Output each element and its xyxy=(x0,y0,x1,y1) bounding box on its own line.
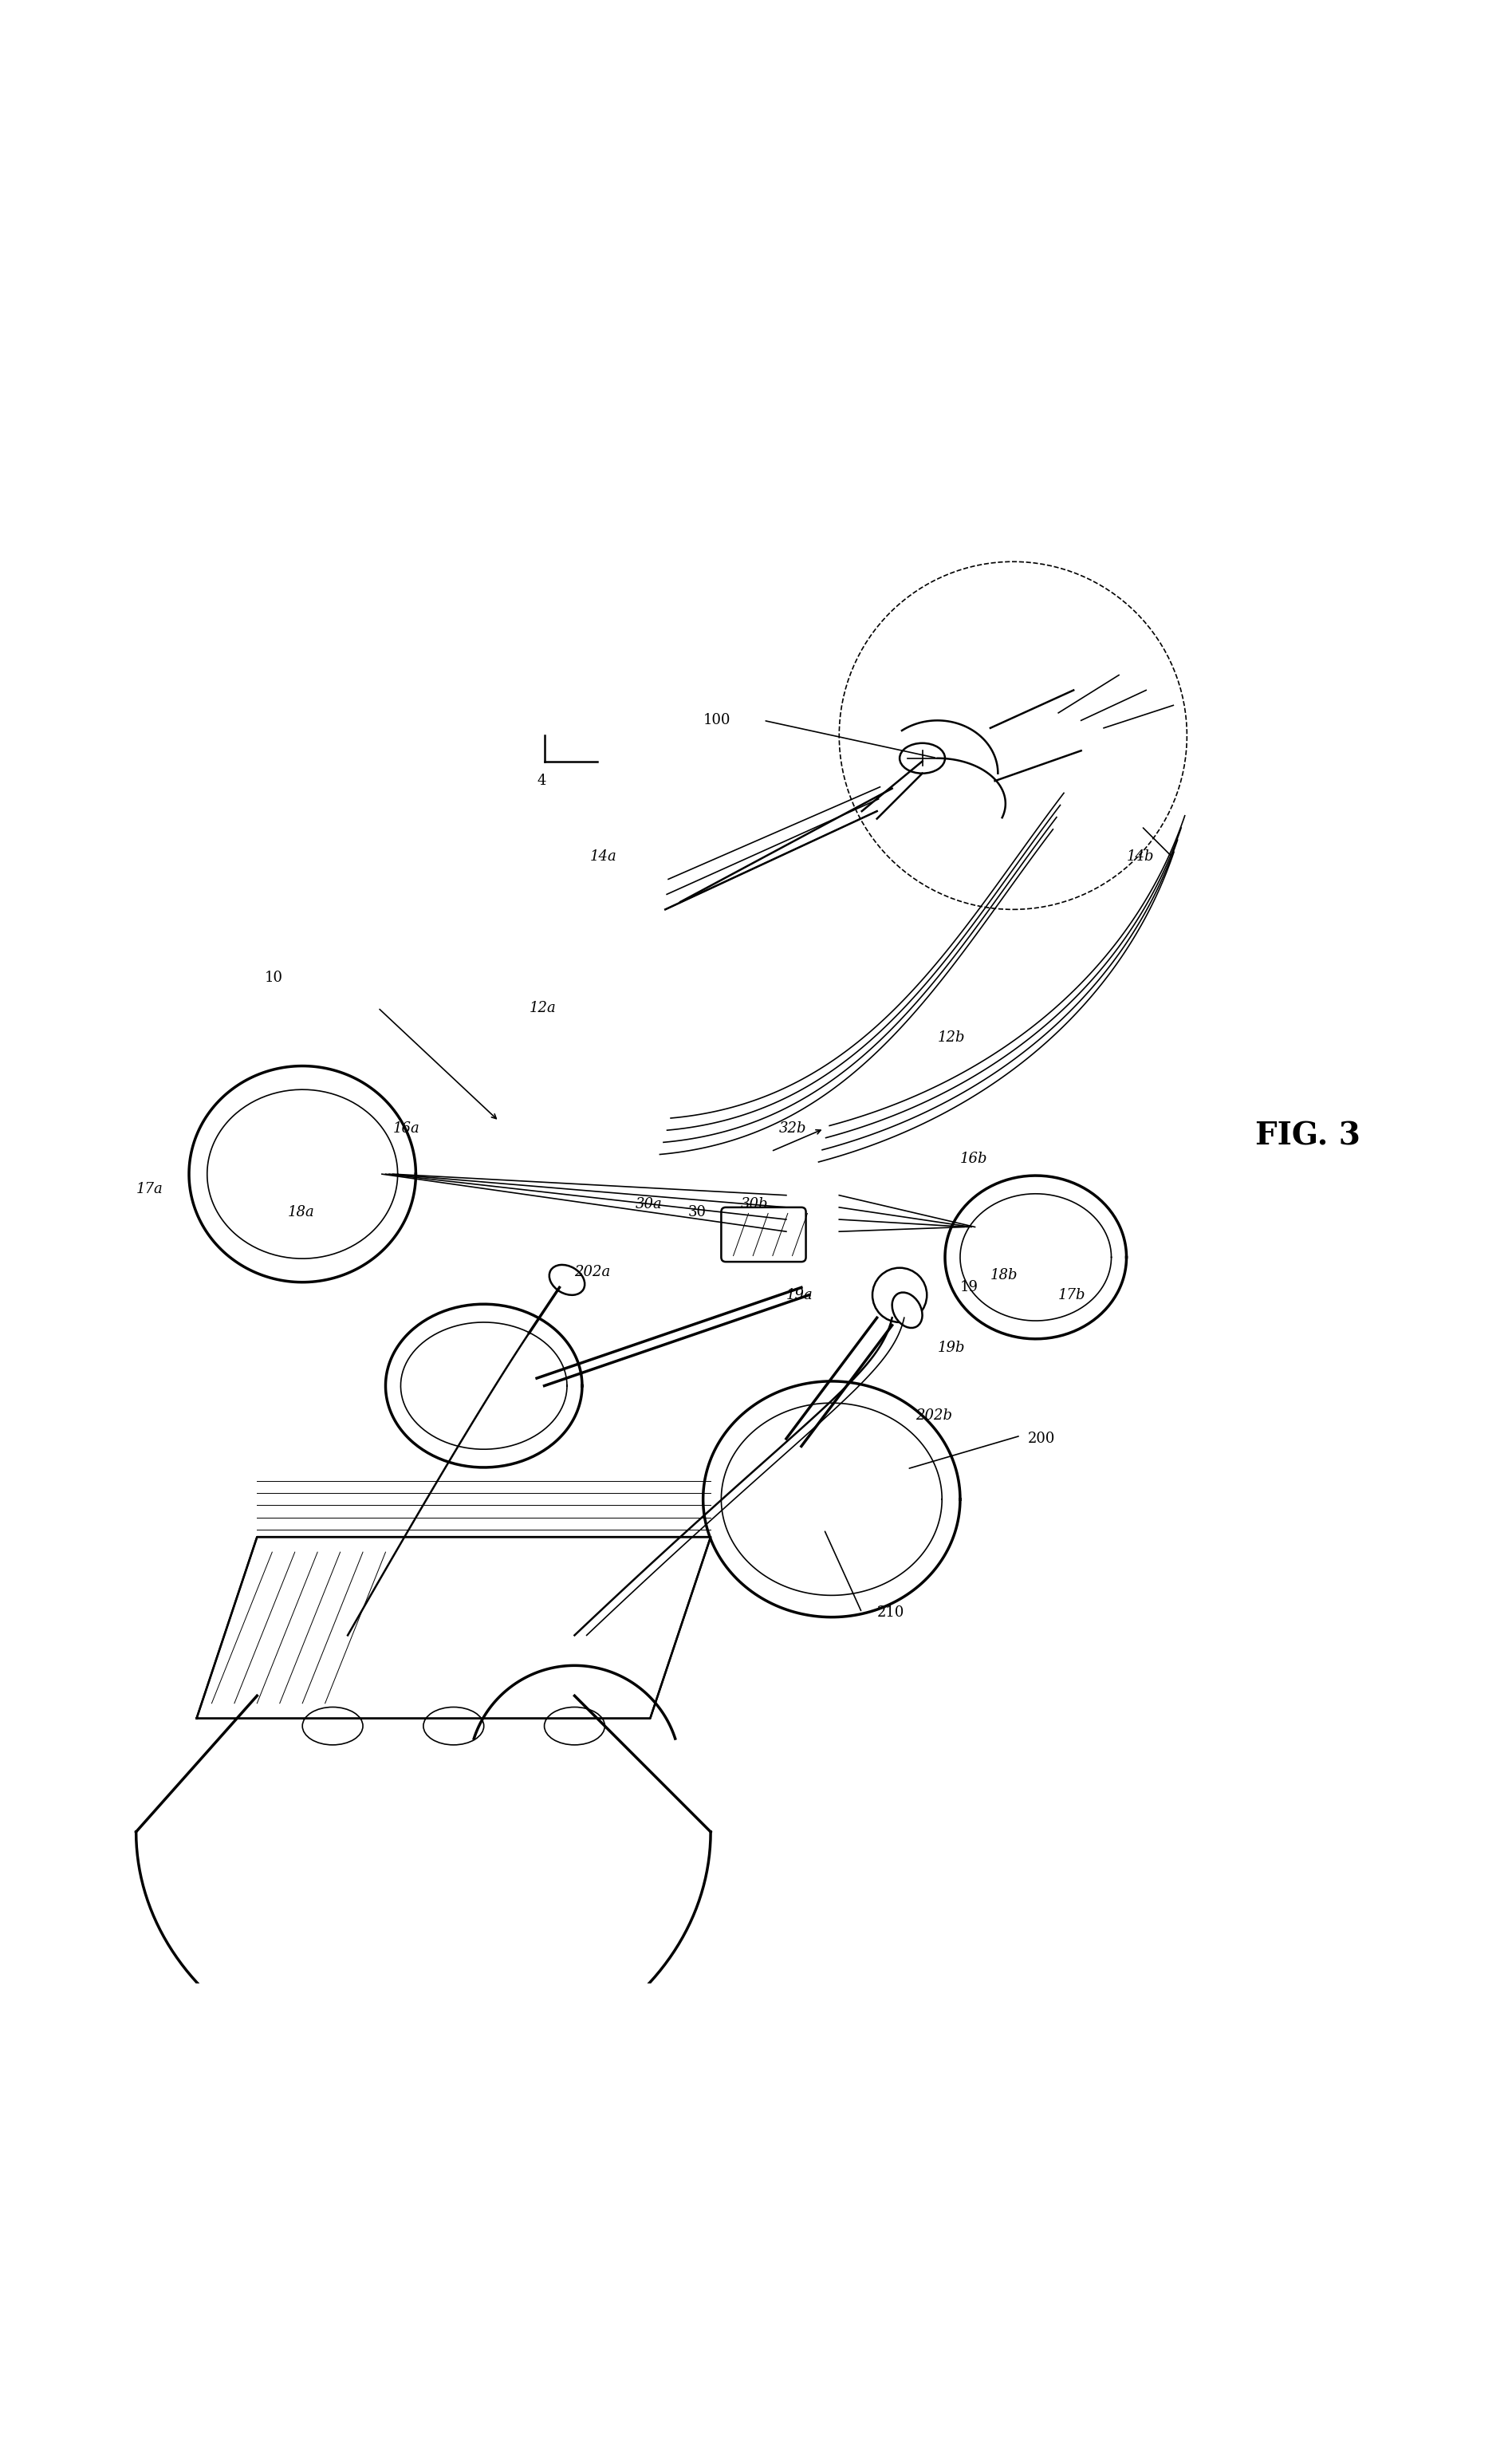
Text: 14b: 14b xyxy=(1126,849,1154,864)
Ellipse shape xyxy=(892,1293,922,1328)
Text: 16b: 16b xyxy=(960,1151,987,1166)
Text: 30b: 30b xyxy=(741,1198,768,1212)
Ellipse shape xyxy=(423,1708,484,1745)
Text: 210: 210 xyxy=(877,1605,904,1620)
Text: 18a: 18a xyxy=(287,1205,314,1220)
Text: 19: 19 xyxy=(960,1281,978,1296)
Text: 19a: 19a xyxy=(786,1288,813,1303)
Ellipse shape xyxy=(302,1708,363,1745)
Text: 10: 10 xyxy=(265,969,283,984)
FancyBboxPatch shape xyxy=(721,1207,806,1261)
Text: 18b: 18b xyxy=(990,1269,1018,1283)
Text: 202b: 202b xyxy=(916,1409,953,1423)
Circle shape xyxy=(872,1269,927,1323)
Text: 200: 200 xyxy=(1028,1431,1055,1445)
Ellipse shape xyxy=(544,1708,605,1745)
Text: 17a: 17a xyxy=(136,1183,163,1198)
Text: 12b: 12b xyxy=(937,1031,965,1045)
Text: 202a: 202a xyxy=(575,1266,611,1279)
Ellipse shape xyxy=(549,1264,585,1296)
Text: 32b: 32b xyxy=(779,1121,806,1136)
Text: FIG. 3: FIG. 3 xyxy=(1255,1121,1361,1151)
Text: 17b: 17b xyxy=(1058,1288,1086,1303)
Text: 100: 100 xyxy=(703,714,730,729)
Text: 19b: 19b xyxy=(937,1340,965,1355)
Text: 30a: 30a xyxy=(635,1198,662,1212)
Ellipse shape xyxy=(900,744,945,773)
Polygon shape xyxy=(197,1536,711,1718)
Text: 12a: 12a xyxy=(529,1001,556,1016)
Text: 16a: 16a xyxy=(393,1121,420,1136)
Text: 14a: 14a xyxy=(590,849,617,864)
Text: 30: 30 xyxy=(688,1205,706,1220)
Text: 4: 4 xyxy=(537,773,546,788)
